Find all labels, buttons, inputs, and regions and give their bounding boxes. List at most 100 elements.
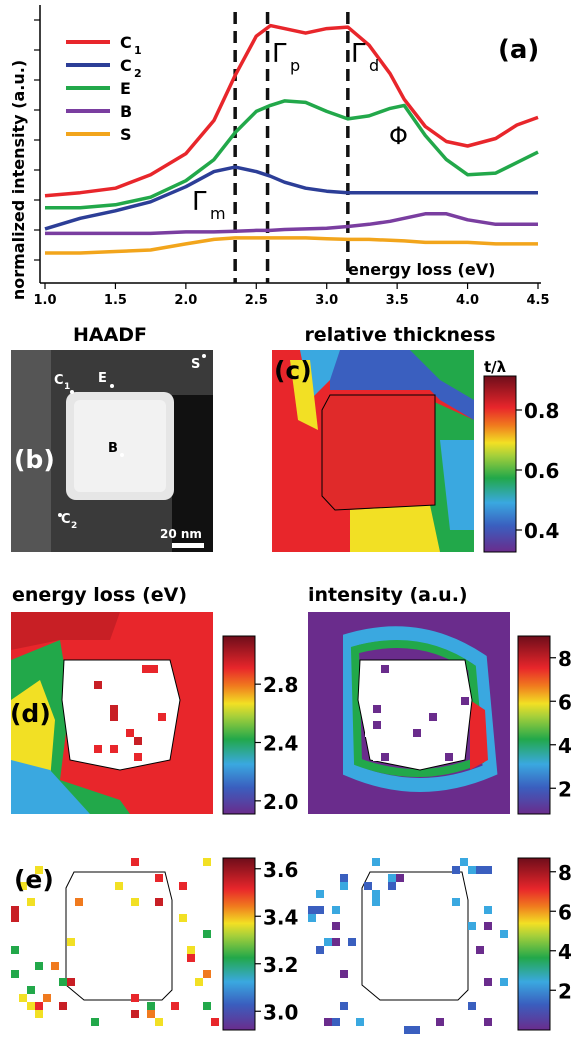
map-pixel [147, 1002, 155, 1010]
map-pixel [155, 874, 163, 882]
map-pixel [86, 697, 94, 705]
x-tick-labels: 1.0 1.5 2.0 2.5 3.0 3.5 4.0 4.5 [33, 293, 549, 308]
colorbar-tick-label: 4 [558, 940, 571, 964]
map-pixel [11, 906, 19, 914]
map-pixel [373, 705, 381, 713]
probe-subscript: 2 [71, 521, 77, 531]
particle-outline-e-right [361, 871, 469, 1001]
map-pixel [155, 898, 163, 906]
map-pixel [308, 906, 316, 914]
map-pixel [468, 866, 476, 874]
map-pixel [158, 713, 166, 721]
map-pixel [131, 898, 139, 906]
peak-label-gamma-m: Γ m [192, 187, 226, 223]
map-pixel [35, 866, 43, 874]
colorbar-tick-label: 2.0 [263, 790, 298, 814]
colorbar-c-title: t/λ [484, 358, 507, 376]
y-axis-label: normalized intensity (a.u.) [9, 60, 28, 300]
map-pixel [381, 665, 389, 673]
map-pixel [102, 737, 110, 745]
colorbar-tick-label: 8 [558, 647, 571, 671]
probe-label: S [191, 357, 200, 372]
panel-c: relative thickness (c) t/λ 0.8 0.6 0.4 [272, 324, 559, 553]
map-pixel [484, 978, 492, 986]
map-pixel [365, 729, 373, 737]
probe-label: B [108, 441, 118, 456]
colorbar-e-right [517, 857, 551, 1031]
map-pixel [356, 1018, 364, 1026]
legend-label: C [120, 56, 132, 75]
colorbar-e-left-ticks: 3.6 3.4 3.2 3.0 [255, 858, 298, 1024]
map-pixel [94, 745, 102, 753]
haadf-title: HAADF [73, 324, 147, 346]
map-pixel [35, 1002, 43, 1010]
map-pixel [142, 721, 150, 729]
map-pixel [27, 898, 35, 906]
axis-ticks [34, 19, 539, 289]
map-pixel [340, 874, 348, 882]
map-pixel [203, 970, 211, 978]
map-pixel [476, 866, 484, 874]
map-pixel [316, 906, 324, 914]
map-pixel [468, 1002, 476, 1010]
map-pixel [11, 914, 19, 922]
map-pixel [11, 946, 19, 954]
map-pixel [324, 1018, 332, 1026]
energy-map-pixels [78, 665, 166, 761]
map-pixel [179, 914, 187, 922]
map-pixel [452, 866, 460, 874]
map-pixel [131, 1010, 139, 1018]
map-pixel [131, 858, 139, 866]
series-line-s [45, 236, 538, 255]
colorbar-tick-label: 3.6 [263, 858, 298, 882]
map-pixel [388, 882, 396, 890]
legend-label: E [120, 79, 131, 98]
map-pixel [110, 705, 118, 713]
colorbar-c [483, 375, 517, 553]
colorbar-c-ticks: 0.8 0.6 0.4 [516, 399, 559, 543]
probe-point [70, 390, 74, 394]
spectra [44, 23, 539, 255]
map-pixel [179, 882, 187, 890]
map-pixel [211, 1018, 219, 1026]
svg-text:Γ: Γ [272, 39, 287, 69]
map-pixel [500, 978, 508, 986]
panel-d: energy loss (eV) intensity (a.u.) (d) 2.… [10, 584, 571, 815]
map-pixel [373, 737, 381, 745]
colorbar-tick-label: 3.0 [263, 1000, 298, 1024]
map-pixel [445, 745, 453, 753]
map-pixel [332, 1018, 340, 1026]
map-pixel [27, 1002, 35, 1010]
colorbar-tick-label: 0.4 [524, 519, 559, 543]
map-pixel [340, 882, 348, 890]
panel-d-label: (d) [10, 699, 51, 728]
probe-label: E [98, 371, 107, 386]
map-pixel [147, 1010, 155, 1018]
colorbar-tick-label: 2.4 [263, 732, 298, 756]
scale-bar [172, 543, 204, 548]
svg-text:d: d [369, 56, 379, 75]
map-pixel [67, 938, 75, 946]
map-pixel [429, 713, 437, 721]
map-pixel [11, 970, 19, 978]
map-pixel [373, 721, 381, 729]
map-pixel [187, 954, 195, 962]
map-pixel [35, 1010, 43, 1018]
map-pixel [413, 713, 421, 721]
map-pixel [91, 1018, 99, 1026]
colorbar-tick-label: 2 [558, 777, 571, 801]
map-pixel [51, 962, 59, 970]
panel-a-label: (a) [498, 35, 539, 65]
panel-b-label: (b) [14, 445, 55, 474]
map-pixel [372, 890, 380, 898]
colorbar-d-left-ticks: 2.8 2.4 2.0 [255, 673, 298, 814]
colorbar-tick-label: 3.2 [263, 953, 298, 977]
intensity-map-e-pixels [308, 858, 508, 1034]
map-pixel [126, 729, 134, 737]
map-pixel [388, 874, 396, 882]
map-pixel [404, 1026, 412, 1034]
series-line-c2 [44, 165, 538, 231]
map-pixel [484, 906, 492, 914]
map-pixel [187, 946, 195, 954]
probe-point [110, 384, 114, 388]
